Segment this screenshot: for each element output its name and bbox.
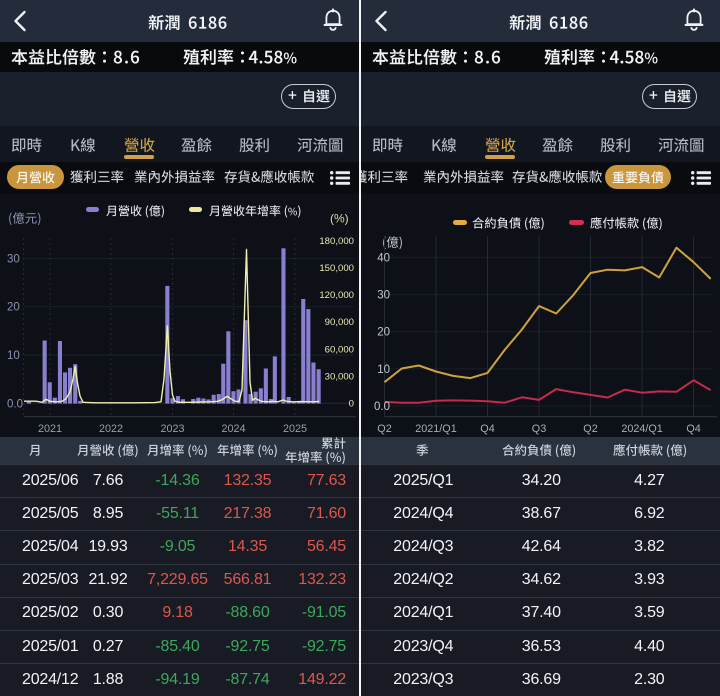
svg-text:90,000: 90,000 xyxy=(325,317,354,328)
svg-text:30: 30 xyxy=(378,290,391,302)
svg-text:2024/Q1: 2024/Q1 xyxy=(622,423,663,435)
svg-text:150,000: 150,000 xyxy=(319,263,354,274)
svg-text:0.0: 0.0 xyxy=(374,401,390,413)
svg-text:Q4: Q4 xyxy=(687,423,701,435)
svg-text:(%): (%) xyxy=(330,212,349,226)
svg-text:10: 10 xyxy=(7,350,20,362)
svg-text:30,000: 30,000 xyxy=(325,371,354,382)
svg-text:30: 30 xyxy=(7,253,20,265)
svg-text:2024: 2024 xyxy=(221,423,245,435)
svg-text:120,000: 120,000 xyxy=(319,290,354,301)
svg-text:20: 20 xyxy=(378,327,391,339)
svg-text:180,000: 180,000 xyxy=(319,236,354,247)
svg-text:60,000: 60,000 xyxy=(325,344,354,355)
svg-text:Q4: Q4 xyxy=(481,423,495,435)
svg-text:2023: 2023 xyxy=(160,423,184,435)
svg-text:2021: 2021 xyxy=(38,423,62,435)
svg-text:20: 20 xyxy=(7,302,20,314)
svg-text:2022: 2022 xyxy=(99,423,123,435)
svg-text:2021/Q1: 2021/Q1 xyxy=(416,423,457,435)
svg-text:0.0: 0.0 xyxy=(7,398,23,410)
svg-text:40: 40 xyxy=(378,252,391,264)
svg-text:2025: 2025 xyxy=(283,423,307,435)
svg-text:10: 10 xyxy=(378,364,391,376)
svg-text:Q2: Q2 xyxy=(584,423,598,435)
svg-text:Q3: Q3 xyxy=(532,423,546,435)
svg-text:Q2: Q2 xyxy=(378,423,392,435)
svg-text:0: 0 xyxy=(349,399,354,410)
